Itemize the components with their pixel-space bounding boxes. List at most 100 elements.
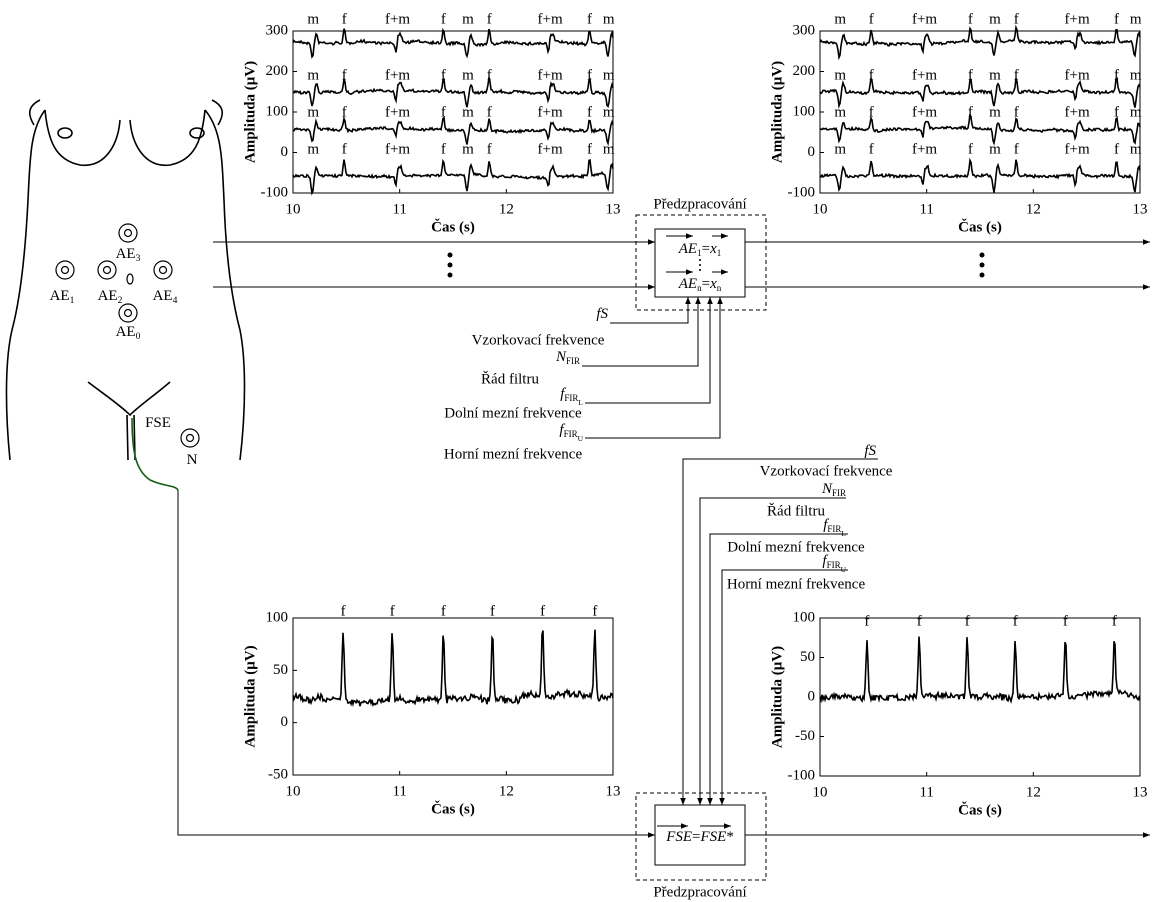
label-part: 3: [136, 253, 141, 264]
x-axis-label: Čas (s): [958, 218, 1002, 235]
beat-label: f+m: [538, 141, 563, 157]
label-part: FIR: [827, 560, 841, 570]
beat-label: f: [869, 104, 874, 120]
x-tick-label: 10: [286, 783, 301, 799]
label-part: L: [841, 529, 846, 538]
label-part: N: [821, 481, 833, 497]
block-title: Předzpracování: [653, 196, 746, 212]
y-tick-label: -50: [795, 728, 815, 744]
label-part: FSE: [699, 829, 726, 845]
beat-label: m: [834, 104, 846, 120]
y-tick-label: 0: [281, 144, 289, 160]
label: fS: [596, 306, 608, 322]
beat-label: m: [834, 141, 846, 157]
label-part: FIR: [832, 488, 846, 498]
label-part: AE: [116, 324, 136, 340]
label-part: FIR: [564, 429, 578, 439]
x-tick-label: 13: [606, 201, 621, 217]
beat-label: f: [869, 67, 874, 83]
x-tick-label: 12: [1026, 201, 1041, 217]
label: fS: [864, 443, 876, 459]
label-part: 1: [717, 248, 722, 258]
y-tick-label: -100: [788, 767, 816, 783]
beat-label: f: [587, 67, 592, 83]
label: AE4: [153, 288, 178, 306]
x-tick-label: 12: [1026, 784, 1041, 800]
beat-label: f: [1114, 141, 1119, 157]
beat-label: f: [869, 11, 874, 27]
label: fFIRU: [559, 422, 583, 442]
param-name: Řád filtru: [767, 502, 825, 519]
beat-label: f: [487, 11, 492, 27]
beat-label: f: [592, 603, 597, 619]
y-tick-label: 300: [793, 22, 816, 38]
beat-label: f: [487, 141, 492, 157]
beat-label: f+m: [538, 67, 563, 83]
label-part: FIR: [566, 356, 580, 366]
beat-label: m: [834, 67, 846, 83]
beat-label: f: [441, 11, 446, 27]
beat-label: f: [342, 104, 347, 120]
label: FSE=FSE*: [665, 829, 734, 845]
beat-label: f: [341, 603, 346, 619]
beat-label: f: [441, 67, 446, 83]
beat-label: f+m: [912, 104, 937, 120]
label-part: AE: [98, 288, 118, 304]
x-tick-label: 11: [392, 783, 406, 799]
param-name: Dolní mezní frekvence: [444, 405, 582, 421]
beat-label: f: [1014, 67, 1019, 83]
y-axis-label: Amplituda (μV): [769, 61, 785, 163]
beat-label: m: [603, 104, 615, 120]
label-part: AE: [153, 288, 173, 304]
beat-label: m: [1130, 141, 1142, 157]
label: AEn=xn: [678, 276, 722, 293]
beat-label: f+m: [1065, 67, 1090, 83]
beat-label: f+m: [912, 11, 937, 27]
beat-label: m: [462, 67, 474, 83]
label-part: N: [555, 349, 567, 365]
label: AE0: [116, 324, 141, 342]
label-part: f: [560, 386, 566, 402]
label-part: FSE: [665, 829, 692, 845]
label-part: 4: [173, 295, 178, 306]
beat-label: f: [965, 613, 970, 629]
ellipsis-dots: [447, 252, 985, 278]
x-tick-label: 12: [499, 201, 514, 217]
beat-label: m: [307, 67, 319, 83]
param-name: Horní mezní frekvence: [727, 576, 866, 592]
body-outline: [5, 99, 246, 461]
beat-label: m: [307, 141, 319, 157]
label-part: 2: [118, 295, 123, 306]
beat-label: m: [989, 67, 1001, 83]
label-part: =: [692, 829, 700, 845]
label-part: =: [702, 276, 710, 292]
x-tick-label: 11: [919, 201, 933, 217]
signal-trace: [292, 629, 614, 708]
label: NFIR: [821, 481, 846, 498]
signal-trace: [292, 27, 614, 59]
beat-label: f: [968, 141, 973, 157]
y-tick-label: 200: [266, 63, 289, 79]
y-tick-label: -100: [788, 184, 816, 200]
label-part: f: [822, 553, 828, 569]
param-name: Vzorkovací frekvence: [472, 332, 605, 348]
beat-label: f: [540, 603, 545, 619]
beat-label: f: [1063, 613, 1068, 629]
beat-label: m: [1130, 67, 1142, 83]
label: AE2: [98, 288, 123, 306]
y-axis-label: Amplituda (μV): [769, 646, 785, 748]
label-part: FIR: [564, 393, 578, 403]
beat-label: f: [1114, 11, 1119, 27]
label: AE3: [116, 246, 141, 264]
beat-label: m: [603, 67, 615, 83]
fse-wire: [131, 417, 179, 491]
label: fFIRL: [823, 517, 846, 537]
y-tick-label: 50: [800, 649, 815, 665]
label-part: x: [709, 276, 717, 292]
y-tick-label: -100: [261, 184, 289, 200]
beat-label: m: [834, 11, 846, 27]
beat-label: m: [989, 104, 1001, 120]
beat-label: f+m: [385, 141, 410, 157]
